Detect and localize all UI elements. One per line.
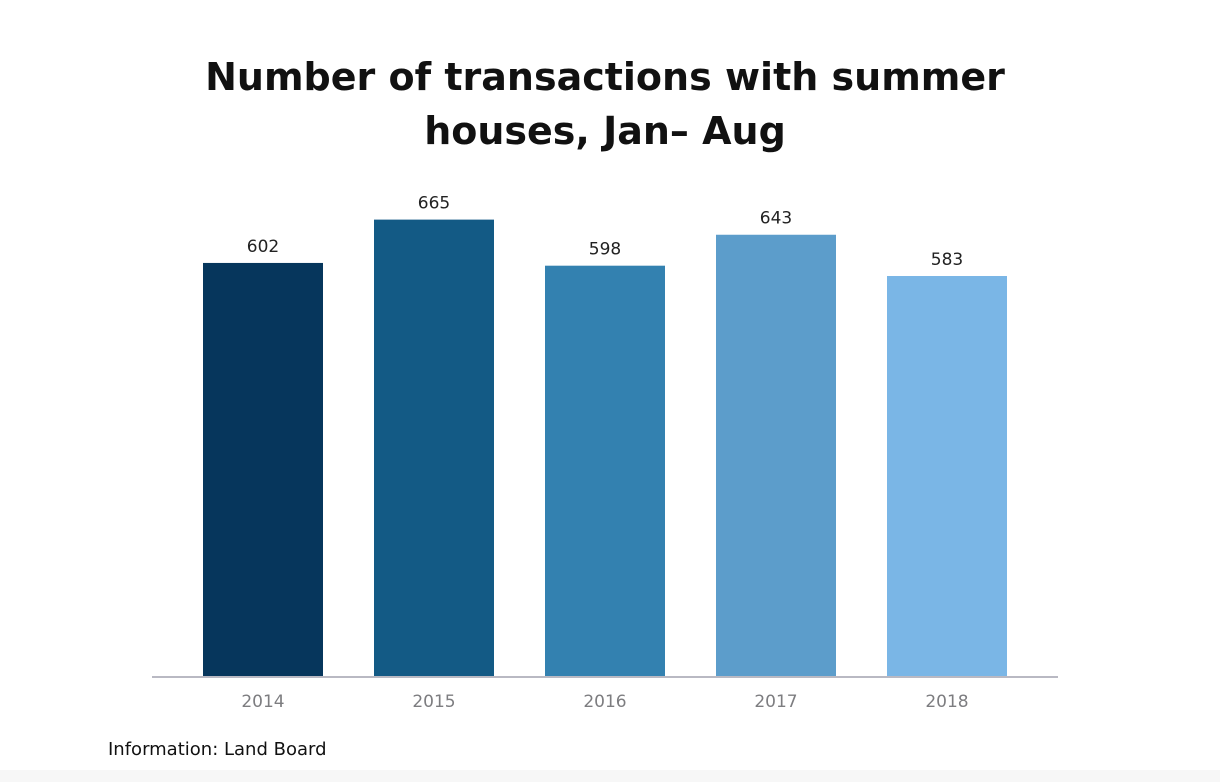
value-label-2015: 665 [418, 194, 450, 214]
bars-layer [203, 219, 1007, 677]
chart-title: Number of transactions with summer house… [110, 50, 1100, 158]
source-note: Information: Land Board [108, 739, 327, 760]
x-tick-label-2017: 2017 [754, 692, 797, 712]
value-labels-layer: 602 665 598 643 583 [247, 194, 963, 270]
value-label-2016: 598 [589, 240, 621, 260]
x-tick-label-2016: 2016 [583, 692, 626, 712]
bar-2016 [545, 265, 665, 677]
x-tick-label-2015: 2015 [412, 692, 455, 712]
bar-2014 [203, 262, 323, 677]
value-label-2018: 583 [931, 250, 963, 270]
x-tick-label-2014: 2014 [241, 692, 284, 712]
x-tick-label-2018: 2018 [925, 692, 968, 712]
chart-title-line-2: houses, Jan– Aug [424, 109, 786, 153]
bar-2015 [374, 219, 494, 677]
page-bottom-strip [0, 770, 1220, 782]
bar-2017 [716, 234, 836, 677]
tick-labels-layer: 2014 2015 2016 2017 2018 [241, 692, 968, 712]
bar-2018 [887, 276, 1007, 677]
value-label-2017: 643 [760, 209, 792, 229]
chart-title-line-1: Number of transactions with summer [205, 55, 1005, 99]
value-label-2014: 602 [247, 237, 279, 257]
